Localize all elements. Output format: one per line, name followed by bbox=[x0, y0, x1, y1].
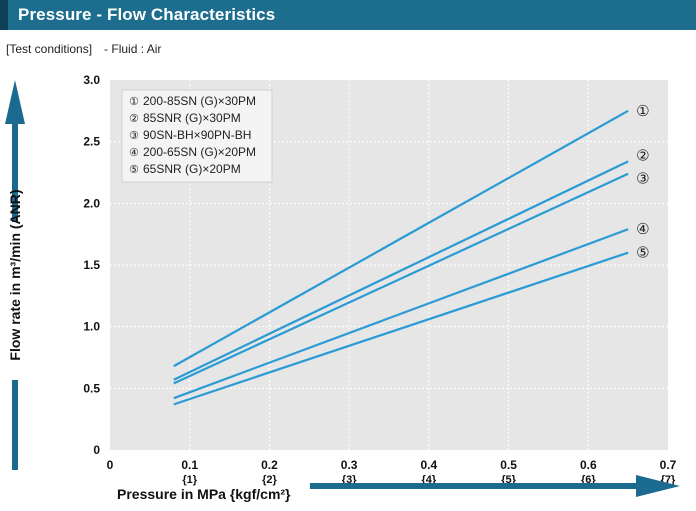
legend-label: 200-85SN (G)×30PM bbox=[143, 94, 256, 108]
y-tick-label: 1.0 bbox=[83, 320, 100, 334]
series-end-marker-1: ① bbox=[636, 102, 649, 120]
x-axis-title: Pressure in MPa {kgf/cm²} bbox=[117, 486, 291, 502]
legend-marker: ② bbox=[129, 112, 139, 125]
series-line-5 bbox=[173, 251, 629, 406]
y-arrow-head bbox=[5, 80, 25, 124]
legend-label: 65SNR (G)×20PM bbox=[143, 162, 241, 176]
y-tick-label: 2.0 bbox=[83, 196, 100, 210]
x-tick-label: 0.2 bbox=[261, 458, 278, 472]
y-axis-title-wrap: Flow rate in m³/min (ANR) bbox=[0, 120, 30, 430]
test-conditions-label: [Test conditions] bbox=[6, 42, 93, 56]
legend-box bbox=[121, 89, 273, 183]
series-line-4 bbox=[173, 228, 629, 400]
page-title: Pressure - Flow Characteristics bbox=[18, 5, 276, 24]
y-tick-labels: 0 0.5 1.0 1.5 2.0 2.5 3.0 bbox=[83, 73, 100, 457]
legend-label: 200-65SN (G)×20PM bbox=[143, 145, 256, 159]
x-tick-label: 0.3 bbox=[341, 458, 358, 472]
legend-marker: ④ bbox=[129, 146, 139, 159]
test-conditions-fluid: - Fluid : Air bbox=[104, 42, 162, 56]
x-tick-labels: 0 0.1{1}0.2{2}0.3{3}0.4{4}0.5{5}0.6{6}0.7… bbox=[107, 458, 677, 486]
y-tick-label: 0.5 bbox=[83, 381, 100, 395]
header-accent bbox=[0, 0, 8, 30]
legend: ① 200-85SN (G)×30PM ② 85SNR (G)×30PM ③ 90SN-B… bbox=[121, 89, 273, 183]
legend-label: 90SN-BH×90PN-BH bbox=[143, 128, 251, 142]
y-tick-label: 1.5 bbox=[83, 258, 100, 272]
legend-marker: ① bbox=[129, 95, 139, 108]
x-tick-label: 0 bbox=[107, 458, 114, 472]
y-tick-label: 0 bbox=[93, 443, 100, 457]
series-line-2 bbox=[173, 160, 629, 381]
series-line-1 bbox=[173, 109, 629, 368]
test-conditions: [Test conditions] - Fluid : Air bbox=[6, 42, 161, 56]
section-header: Pressure - Flow Characteristics bbox=[0, 0, 696, 30]
x-tick-label: 0.4 bbox=[421, 458, 438, 472]
x-arrow-shaft bbox=[310, 483, 640, 489]
y-axis-title: Flow rate in m³/min (ANR) bbox=[7, 189, 23, 361]
series-end-marker-3: ③ bbox=[636, 170, 649, 188]
x-tick-sublabel: {2} bbox=[262, 474, 277, 486]
y-arrow-tail bbox=[12, 380, 18, 470]
legend-marker: ③ bbox=[129, 129, 139, 142]
series-lines bbox=[173, 109, 629, 406]
x-tick-label: 0.7 bbox=[660, 458, 677, 472]
series-end-marker-5: ⑤ bbox=[636, 244, 649, 262]
axis-arrows bbox=[5, 80, 680, 497]
y-tick-label: 2.5 bbox=[83, 135, 100, 149]
x-tick-label: 0.1 bbox=[181, 458, 198, 472]
x-arrow-head bbox=[636, 475, 680, 497]
legend-marker: ⑤ bbox=[129, 163, 139, 176]
series-end-markers: ① ② ③ ④ ⑤ bbox=[636, 102, 649, 262]
series-end-marker-4: ④ bbox=[636, 220, 649, 238]
legend-label: 85SNR (G)×30PM bbox=[143, 111, 241, 125]
series-end-marker-2: ② bbox=[636, 146, 649, 164]
x-tick-label: 0.5 bbox=[500, 458, 517, 472]
x-tick-sublabel: {1} bbox=[182, 474, 197, 486]
x-tick-label: 0.6 bbox=[580, 458, 597, 472]
y-tick-label: 3.0 bbox=[83, 73, 100, 87]
y-arrow-shaft bbox=[12, 122, 18, 222]
series-line-3 bbox=[173, 172, 629, 385]
